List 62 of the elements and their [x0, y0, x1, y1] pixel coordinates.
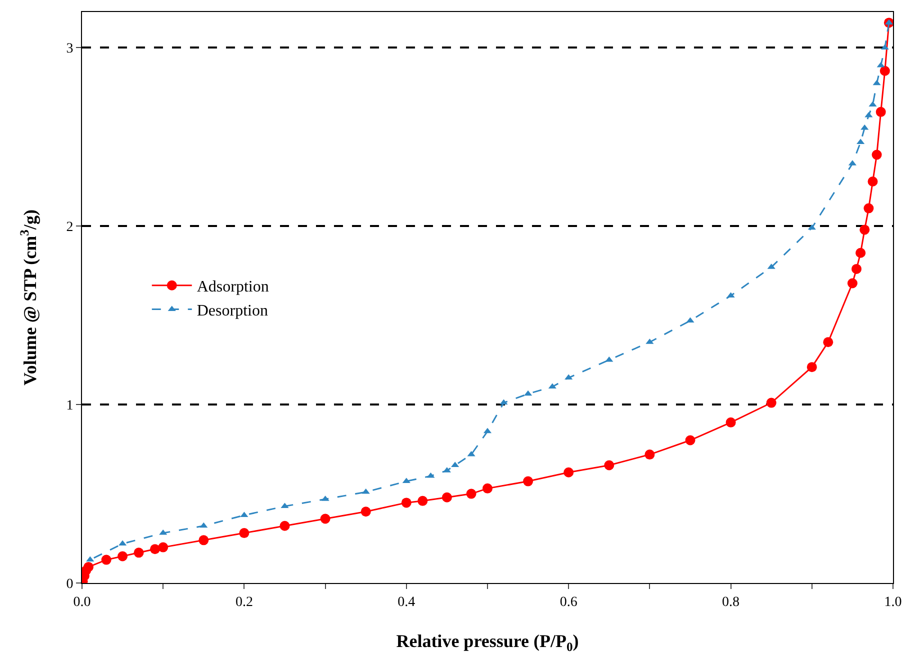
point — [482, 483, 492, 494]
point — [876, 106, 886, 117]
point — [726, 417, 736, 428]
point — [644, 450, 655, 460]
x-tick-label: 0.6 — [560, 594, 578, 610]
point — [360, 506, 371, 517]
point — [868, 101, 877, 107]
point — [320, 514, 330, 524]
y-tick-label: 2 — [66, 220, 74, 236]
y-tick-label: 3 — [66, 42, 74, 57]
point — [280, 520, 290, 531]
point — [158, 542, 168, 552]
point — [564, 467, 574, 478]
point — [83, 562, 94, 572]
point — [418, 496, 428, 506]
point — [86, 556, 94, 562]
point — [118, 551, 128, 562]
point — [806, 362, 817, 372]
point — [864, 203, 874, 214]
point — [766, 398, 776, 408]
x-tick-label: 1.0 — [884, 594, 902, 610]
point — [523, 476, 534, 486]
x-tick-label: 0.8 — [722, 594, 740, 610]
point — [466, 488, 476, 499]
point — [500, 399, 508, 405]
x-tick-label: 0.4 — [398, 594, 416, 610]
point — [200, 522, 208, 528]
y-tick-label: 1 — [66, 398, 74, 414]
point — [604, 460, 614, 470]
legend-label: Adsorption — [196, 278, 269, 296]
point — [872, 80, 881, 86]
point — [198, 535, 209, 546]
point — [860, 224, 870, 235]
legend-label: Desorption — [196, 302, 268, 320]
point — [823, 337, 834, 348]
x-tick-label: 0.0 — [73, 594, 91, 610]
point — [685, 435, 696, 446]
point — [808, 224, 816, 230]
point — [150, 544, 160, 554]
point — [426, 472, 435, 478]
point — [280, 502, 289, 508]
point — [872, 150, 882, 160]
point — [442, 492, 452, 502]
point — [401, 498, 412, 508]
point — [864, 112, 873, 118]
y-tick-label: 0 — [66, 576, 74, 592]
point — [605, 356, 614, 362]
point — [239, 528, 250, 538]
point — [564, 374, 573, 380]
x-tick-label: 0.2 — [235, 594, 253, 610]
point — [856, 138, 865, 144]
point — [860, 124, 869, 130]
point — [880, 66, 890, 76]
x-axis-title: Relative pressure (P/P$_{0}$) — [396, 631, 579, 654]
point — [847, 278, 858, 288]
point — [852, 264, 862, 274]
point — [856, 248, 866, 258]
point — [101, 554, 112, 565]
point — [868, 176, 878, 187]
point — [524, 390, 532, 396]
point — [134, 548, 144, 558]
point — [402, 478, 410, 484]
